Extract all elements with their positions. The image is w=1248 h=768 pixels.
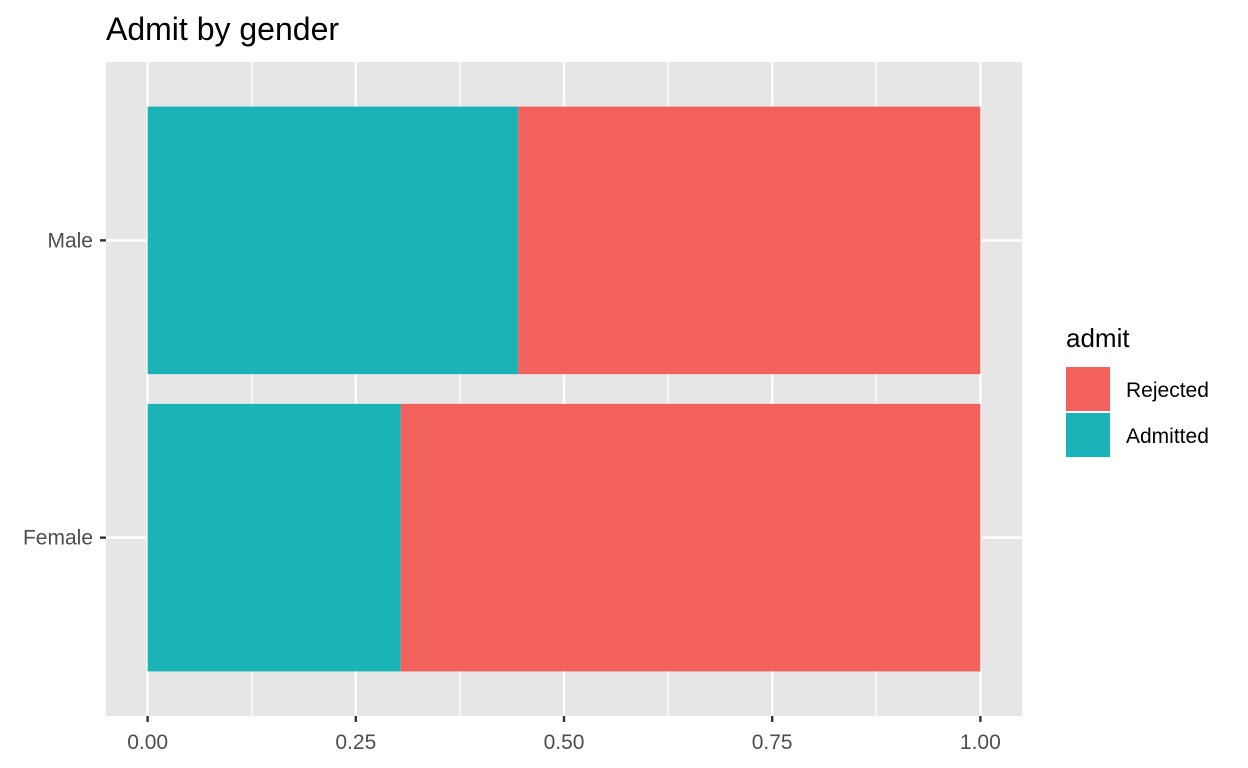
- y-tick-label: Male: [47, 229, 93, 252]
- legend-label-admitted: Admitted: [1126, 425, 1209, 448]
- x-tick-label: 0.50: [544, 731, 585, 754]
- legend-key-rejected: [1066, 367, 1110, 411]
- bars: [147, 106, 981, 672]
- legend: admit Rejected Admitted: [1066, 323, 1209, 457]
- x-tick-label: 0.00: [127, 731, 168, 754]
- x-tick-label: 1.00: [960, 731, 1001, 754]
- bar-female-admitted: [147, 403, 401, 672]
- x-axis: 0.00 0.25 0.50 0.75 1.00: [127, 716, 1001, 754]
- legend-key-admitted: [1066, 413, 1110, 457]
- y-axis: Male Female: [23, 229, 106, 550]
- legend-title: admit: [1066, 323, 1130, 353]
- legend-label-rejected: Rejected: [1126, 379, 1209, 402]
- y-tick-label: Female: [23, 527, 93, 550]
- bar-female-rejected: [400, 403, 981, 672]
- bar-male-admitted: [147, 106, 519, 375]
- chart-title: Admit by gender: [106, 11, 339, 47]
- x-tick-label: 0.25: [335, 731, 376, 754]
- bar-male-rejected: [518, 106, 981, 375]
- x-tick-label: 0.75: [752, 731, 793, 754]
